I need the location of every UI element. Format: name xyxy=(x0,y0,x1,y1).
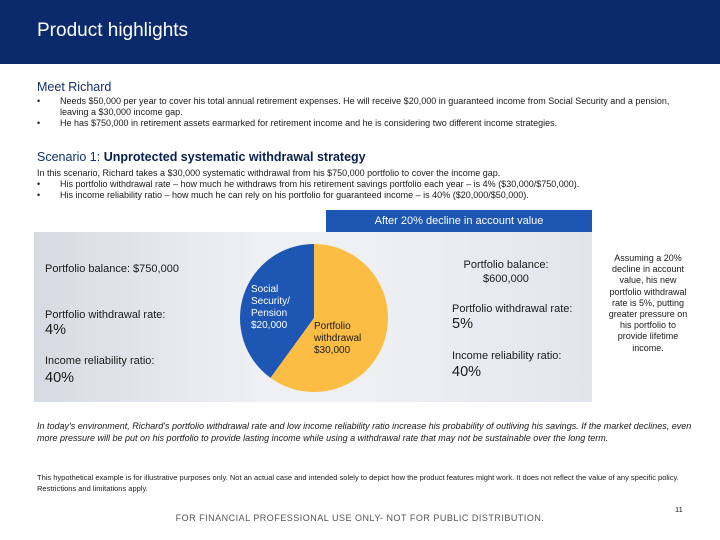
pie-label-portfolio-withdrawal: Portfolio withdrawal $30,000 xyxy=(314,321,362,356)
pie-slice xyxy=(240,244,314,378)
page-title: Product highlights xyxy=(37,20,189,41)
meet-bullet: He has $750,000 in retirement assets ear… xyxy=(37,118,697,129)
scenario-prefix: Scenario 1: xyxy=(37,150,104,164)
scenario-intro: In this scenario, Richard takes a $30,00… xyxy=(37,168,501,178)
right-balance-label: Portfolio balance: $600,000 xyxy=(463,259,549,285)
scenario-bullet: His portfolio withdrawal rate – how much… xyxy=(37,179,697,190)
left-balance-label: Portfolio balance: $750,000 xyxy=(45,263,179,275)
right-reliability-label: Income reliability ratio: xyxy=(452,350,562,362)
income-pie-chart xyxy=(240,244,388,392)
footer-notice: FOR FINANCIAL PROFESSIONAL USE ONLY- NOT… xyxy=(175,513,545,523)
summary-paragraph: In today's environment, Richard's portfo… xyxy=(37,421,692,443)
left-reliability-label: Income reliability ratio: xyxy=(45,355,155,367)
right-withdrawal-label: Portfolio withdrawal rate: xyxy=(452,303,573,315)
scenario-bullets: His portfolio withdrawal rate – how much… xyxy=(37,179,697,201)
meet-bullets: Needs $50,000 per year to cover his tota… xyxy=(37,96,697,129)
meet-bullet: Needs $50,000 per year to cover his tota… xyxy=(37,96,697,118)
disclaimer: This hypothetical example is for illustr… xyxy=(37,473,679,493)
scenario-title: Unprotected systematic withdrawal strate… xyxy=(103,150,366,164)
right-reliability-value: 40% xyxy=(452,364,482,380)
left-withdrawal-label: Portfolio withdrawal rate: xyxy=(45,309,166,321)
scenario-heading: Scenario 1: Unprotected systematic withd… xyxy=(37,150,366,164)
meet-heading: Meet Richard xyxy=(37,80,112,94)
scenario-bullet: His income reliability ratio – how much … xyxy=(37,190,697,201)
right-withdrawal-value: 5% xyxy=(452,316,473,332)
pie-label-social-security: Social Security/ Pension $20,000 xyxy=(251,284,290,331)
left-withdrawal-value: 4% xyxy=(45,322,66,338)
page-number: 11 xyxy=(675,505,683,514)
comparison-panel: Portfolio balance: $750,000 Portfolio wi… xyxy=(34,232,592,402)
left-reliability-value: 40% xyxy=(45,370,75,386)
pie-slice xyxy=(270,244,388,392)
side-note: Assuming a 20% decline in account value,… xyxy=(608,253,688,353)
header-bar: Product highlights xyxy=(0,0,720,64)
decline-banner: After 20% decline in account value xyxy=(326,210,592,232)
